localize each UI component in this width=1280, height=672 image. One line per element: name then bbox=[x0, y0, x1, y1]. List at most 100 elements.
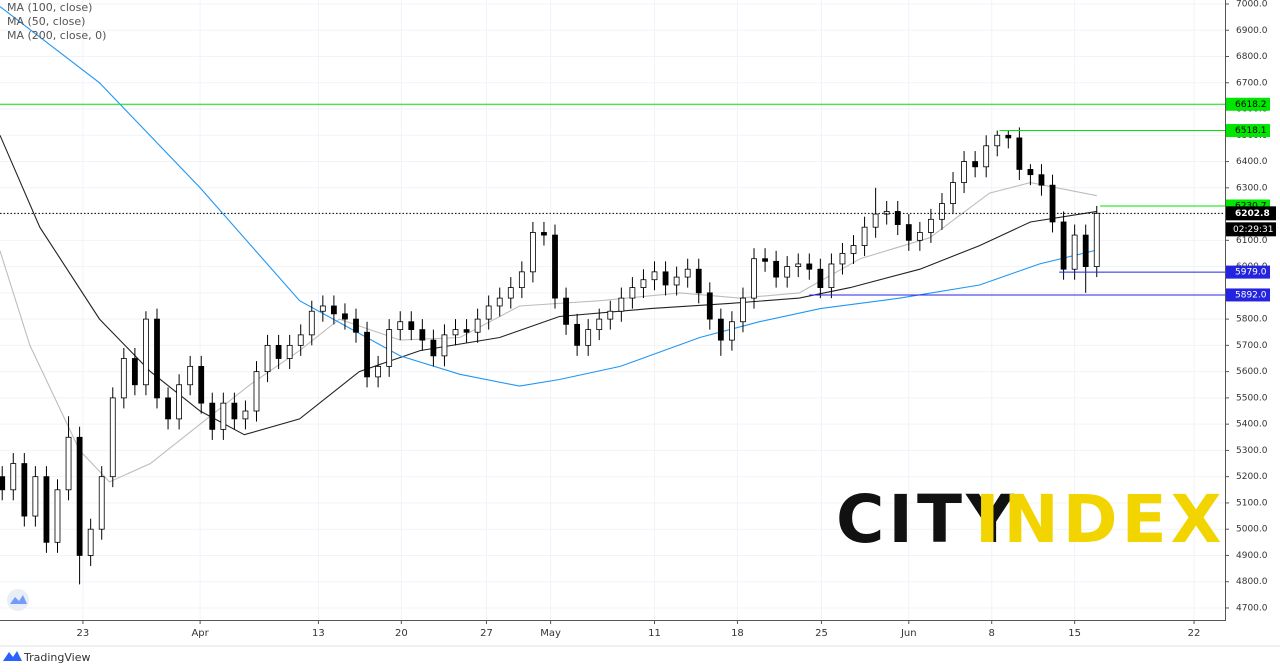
candle-body bbox=[916, 232, 923, 241]
y-tick-label: 6400.0 bbox=[1236, 157, 1268, 167]
candle-body bbox=[253, 371, 260, 412]
candle-body bbox=[441, 334, 448, 357]
last-price-label: 6202.8 bbox=[1235, 209, 1270, 219]
candle-body bbox=[109, 397, 116, 478]
x-tick-label: 13 bbox=[312, 628, 325, 639]
x-tick-label: 15 bbox=[1068, 628, 1081, 639]
candle-body bbox=[795, 263, 802, 267]
candle-body bbox=[939, 203, 945, 220]
candle-body bbox=[0, 476, 6, 491]
candle-body bbox=[695, 268, 702, 294]
candle-body bbox=[839, 253, 846, 265]
candle-body bbox=[474, 318, 481, 333]
candle-body bbox=[286, 344, 293, 359]
candle-body bbox=[651, 271, 658, 281]
candle-body bbox=[972, 161, 979, 168]
footer-brand: TradingView bbox=[23, 651, 90, 664]
candle-body bbox=[563, 297, 569, 325]
candle-body bbox=[806, 263, 813, 270]
candle-body bbox=[43, 476, 50, 543]
candle-body bbox=[684, 268, 691, 278]
candle-body bbox=[706, 292, 713, 320]
candle-body bbox=[187, 365, 194, 386]
candle-body bbox=[773, 260, 780, 278]
candle-body bbox=[928, 218, 934, 233]
candle-body bbox=[585, 329, 592, 346]
plot bbox=[0, 6, 1225, 585]
candle-body bbox=[264, 344, 271, 373]
candle-body bbox=[143, 318, 149, 386]
candle-body bbox=[1071, 234, 1078, 270]
candle-body bbox=[1005, 134, 1012, 139]
candle-body bbox=[596, 318, 603, 331]
candle-body bbox=[496, 297, 503, 307]
legend-entry: MA (50, close) bbox=[7, 15, 85, 28]
level-label: 6518.1 bbox=[1235, 126, 1267, 136]
y-tick-label: 6300.0 bbox=[1236, 183, 1268, 193]
y-tick-label: 6900.0 bbox=[1236, 26, 1268, 36]
x-tick-label: 11 bbox=[648, 628, 661, 639]
level-label: 6618.2 bbox=[1235, 100, 1267, 110]
legend: MA (100, close)MA (50, close)MA (200, cl… bbox=[7, 1, 106, 42]
candle-body bbox=[386, 329, 393, 367]
candle-body bbox=[529, 232, 536, 273]
candle-body bbox=[673, 276, 680, 286]
ma-line bbox=[0, 6, 1097, 387]
candle-body bbox=[850, 245, 857, 254]
candle-body bbox=[319, 305, 326, 312]
level-label: 5979.0 bbox=[1235, 268, 1267, 278]
candle-body bbox=[353, 318, 359, 333]
candle-body bbox=[364, 331, 370, 378]
x-tick-label: 25 bbox=[815, 628, 828, 639]
candle-body bbox=[552, 234, 558, 299]
y-tick-label: 5200.0 bbox=[1236, 472, 1268, 482]
candle-body bbox=[961, 161, 967, 183]
candle-body bbox=[1027, 169, 1034, 176]
candle-body bbox=[762, 258, 768, 262]
candle-body bbox=[154, 318, 160, 399]
candle-body bbox=[1060, 221, 1067, 270]
candle-body bbox=[76, 436, 83, 556]
y-tick-label: 5600.0 bbox=[1236, 367, 1268, 377]
y-tick-label: 5800.0 bbox=[1236, 315, 1268, 325]
candle-body bbox=[430, 339, 437, 357]
candle-body bbox=[983, 145, 990, 168]
candle-body bbox=[220, 402, 227, 430]
candle-body bbox=[21, 463, 28, 517]
candle-body bbox=[485, 305, 492, 320]
candle-body bbox=[87, 528, 94, 556]
y-tick-label: 4900.0 bbox=[1236, 551, 1268, 561]
candle-body bbox=[32, 476, 39, 517]
candle-body bbox=[507, 287, 514, 299]
candle-body bbox=[729, 321, 735, 341]
candle-body bbox=[518, 271, 525, 289]
candle-body bbox=[65, 436, 72, 491]
candle-body bbox=[463, 329, 470, 333]
x-tick-label: 22 bbox=[1188, 628, 1201, 639]
candle-body bbox=[452, 329, 459, 336]
y-tick-label: 4800.0 bbox=[1236, 577, 1268, 587]
candle-body bbox=[419, 329, 426, 341]
candle-body bbox=[1093, 212, 1100, 267]
legend-entry: MA (200, close, 0) bbox=[7, 29, 106, 42]
grid bbox=[0, 0, 1225, 620]
candle-body bbox=[662, 271, 669, 286]
level-tag bbox=[1226, 97, 1270, 111]
candle-body bbox=[397, 321, 404, 331]
x-tick-label: 8 bbox=[989, 628, 995, 639]
candle-body bbox=[297, 334, 304, 346]
y-tick-label: 5300.0 bbox=[1236, 446, 1268, 456]
candle-body bbox=[629, 287, 636, 299]
x-tick-label: 23 bbox=[77, 628, 90, 639]
candle-body bbox=[751, 258, 757, 299]
candle-body bbox=[717, 318, 724, 341]
candle-body bbox=[1082, 234, 1089, 267]
y-tick-label: 5700.0 bbox=[1236, 341, 1268, 351]
candle-body bbox=[54, 489, 61, 543]
candle-body bbox=[198, 365, 205, 404]
candle-body bbox=[828, 263, 835, 289]
candle-body bbox=[231, 402, 238, 420]
